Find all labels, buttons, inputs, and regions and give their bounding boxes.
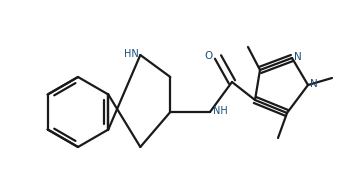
Text: O: O <box>205 51 213 61</box>
Text: N: N <box>294 52 302 62</box>
Text: NH: NH <box>213 106 228 116</box>
Text: HN: HN <box>123 49 138 59</box>
Text: N: N <box>310 79 318 89</box>
